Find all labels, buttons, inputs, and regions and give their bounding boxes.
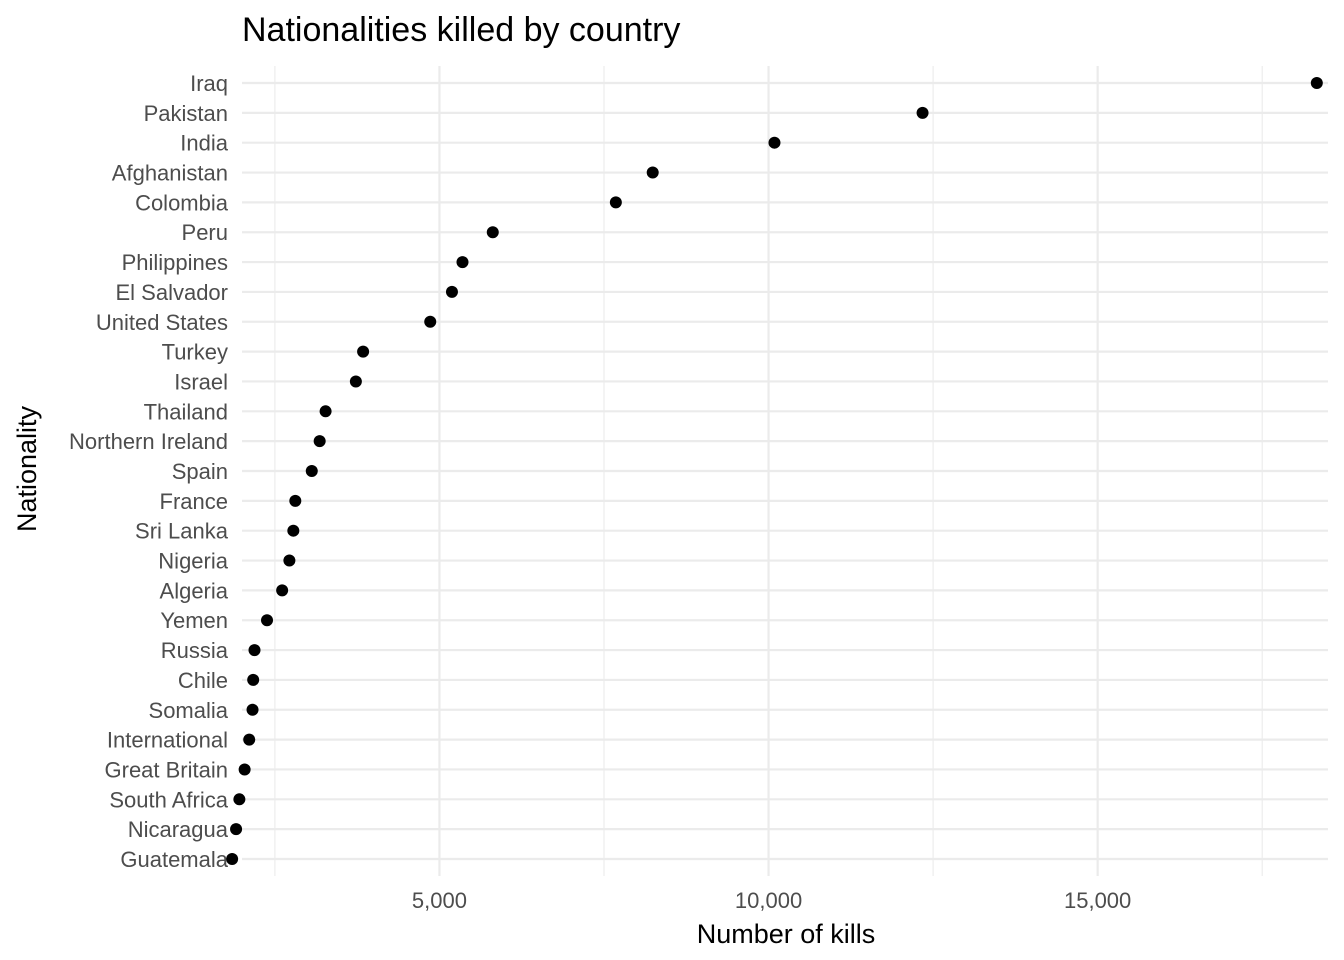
grid	[242, 66, 1328, 876]
data-point	[1310, 77, 1323, 89]
x-axis-title: Number of kills	[697, 919, 876, 949]
y-tick-label: Sri Lanka	[135, 519, 229, 544]
y-tick-label: Great Britain	[105, 757, 229, 782]
y-tick-label: International	[107, 728, 228, 753]
data-point	[357, 345, 370, 358]
data-point	[243, 733, 256, 746]
y-tick-label: Nigeria	[158, 549, 228, 574]
y-tick-label: Israel	[174, 369, 228, 394]
x-tick-label: 15,000	[1064, 888, 1131, 913]
data-point	[768, 136, 781, 149]
y-tick-label: Northern Ireland	[69, 429, 228, 454]
y-tick-label: Colombia	[135, 190, 229, 215]
data-point	[646, 166, 659, 179]
data-points	[226, 77, 1323, 865]
y-tick-label: Turkey	[162, 340, 228, 365]
y-tick-label: Philippines	[122, 250, 228, 275]
data-point	[276, 584, 289, 597]
data-point	[313, 435, 326, 448]
y-tick-label: France	[160, 489, 228, 514]
data-point	[349, 375, 362, 388]
y-tick-label: Afghanistan	[112, 161, 228, 186]
y-tick-label: South Africa	[109, 787, 228, 812]
data-point	[305, 465, 318, 477]
data-point	[289, 494, 302, 507]
y-tick-label: Thailand	[144, 399, 228, 424]
data-point	[230, 823, 243, 836]
data-point	[248, 644, 261, 657]
y-tick-label: India	[180, 131, 228, 156]
y-tick-label: Pakistan	[144, 101, 228, 126]
data-point	[609, 196, 622, 209]
x-tick-label: 5,000	[412, 888, 467, 913]
data-point	[486, 226, 499, 239]
data-point	[916, 106, 929, 119]
data-point	[283, 554, 296, 567]
data-point	[287, 524, 300, 537]
data-point	[445, 285, 458, 298]
y-tick-label: Spain	[172, 459, 228, 484]
data-point	[238, 763, 251, 776]
x-tick-labels: 5,000 10,000 15,000	[412, 888, 1131, 913]
data-point	[233, 793, 246, 806]
chart-title: Nationalities killed by country	[242, 11, 680, 49]
data-point	[456, 256, 469, 269]
y-tick-label: Yemen	[160, 608, 228, 633]
y-axis-title: Nationality	[12, 405, 42, 532]
y-tick-labels: Iraq Pakistan India Afghanistan Colombia Peru…	[69, 71, 229, 872]
data-point	[261, 614, 274, 627]
y-tick-label: Russia	[161, 638, 229, 663]
y-tick-label: Chile	[178, 668, 228, 693]
y-tick-label: Somalia	[149, 698, 229, 723]
y-tick-label: Iraq	[190, 71, 228, 96]
y-tick-label: Guatemala	[120, 847, 228, 872]
data-point	[247, 673, 260, 686]
y-tick-label: Nicaragua	[128, 817, 229, 842]
data-point	[226, 853, 239, 865]
y-tick-label: Peru	[182, 220, 228, 245]
y-tick-label: Algeria	[160, 578, 229, 603]
data-point	[424, 315, 437, 328]
y-tick-label: El Salvador	[115, 280, 228, 305]
data-point	[246, 703, 259, 716]
x-tick-label: 10,000	[735, 888, 802, 913]
data-point	[319, 405, 332, 418]
y-tick-label: United States	[96, 310, 228, 335]
